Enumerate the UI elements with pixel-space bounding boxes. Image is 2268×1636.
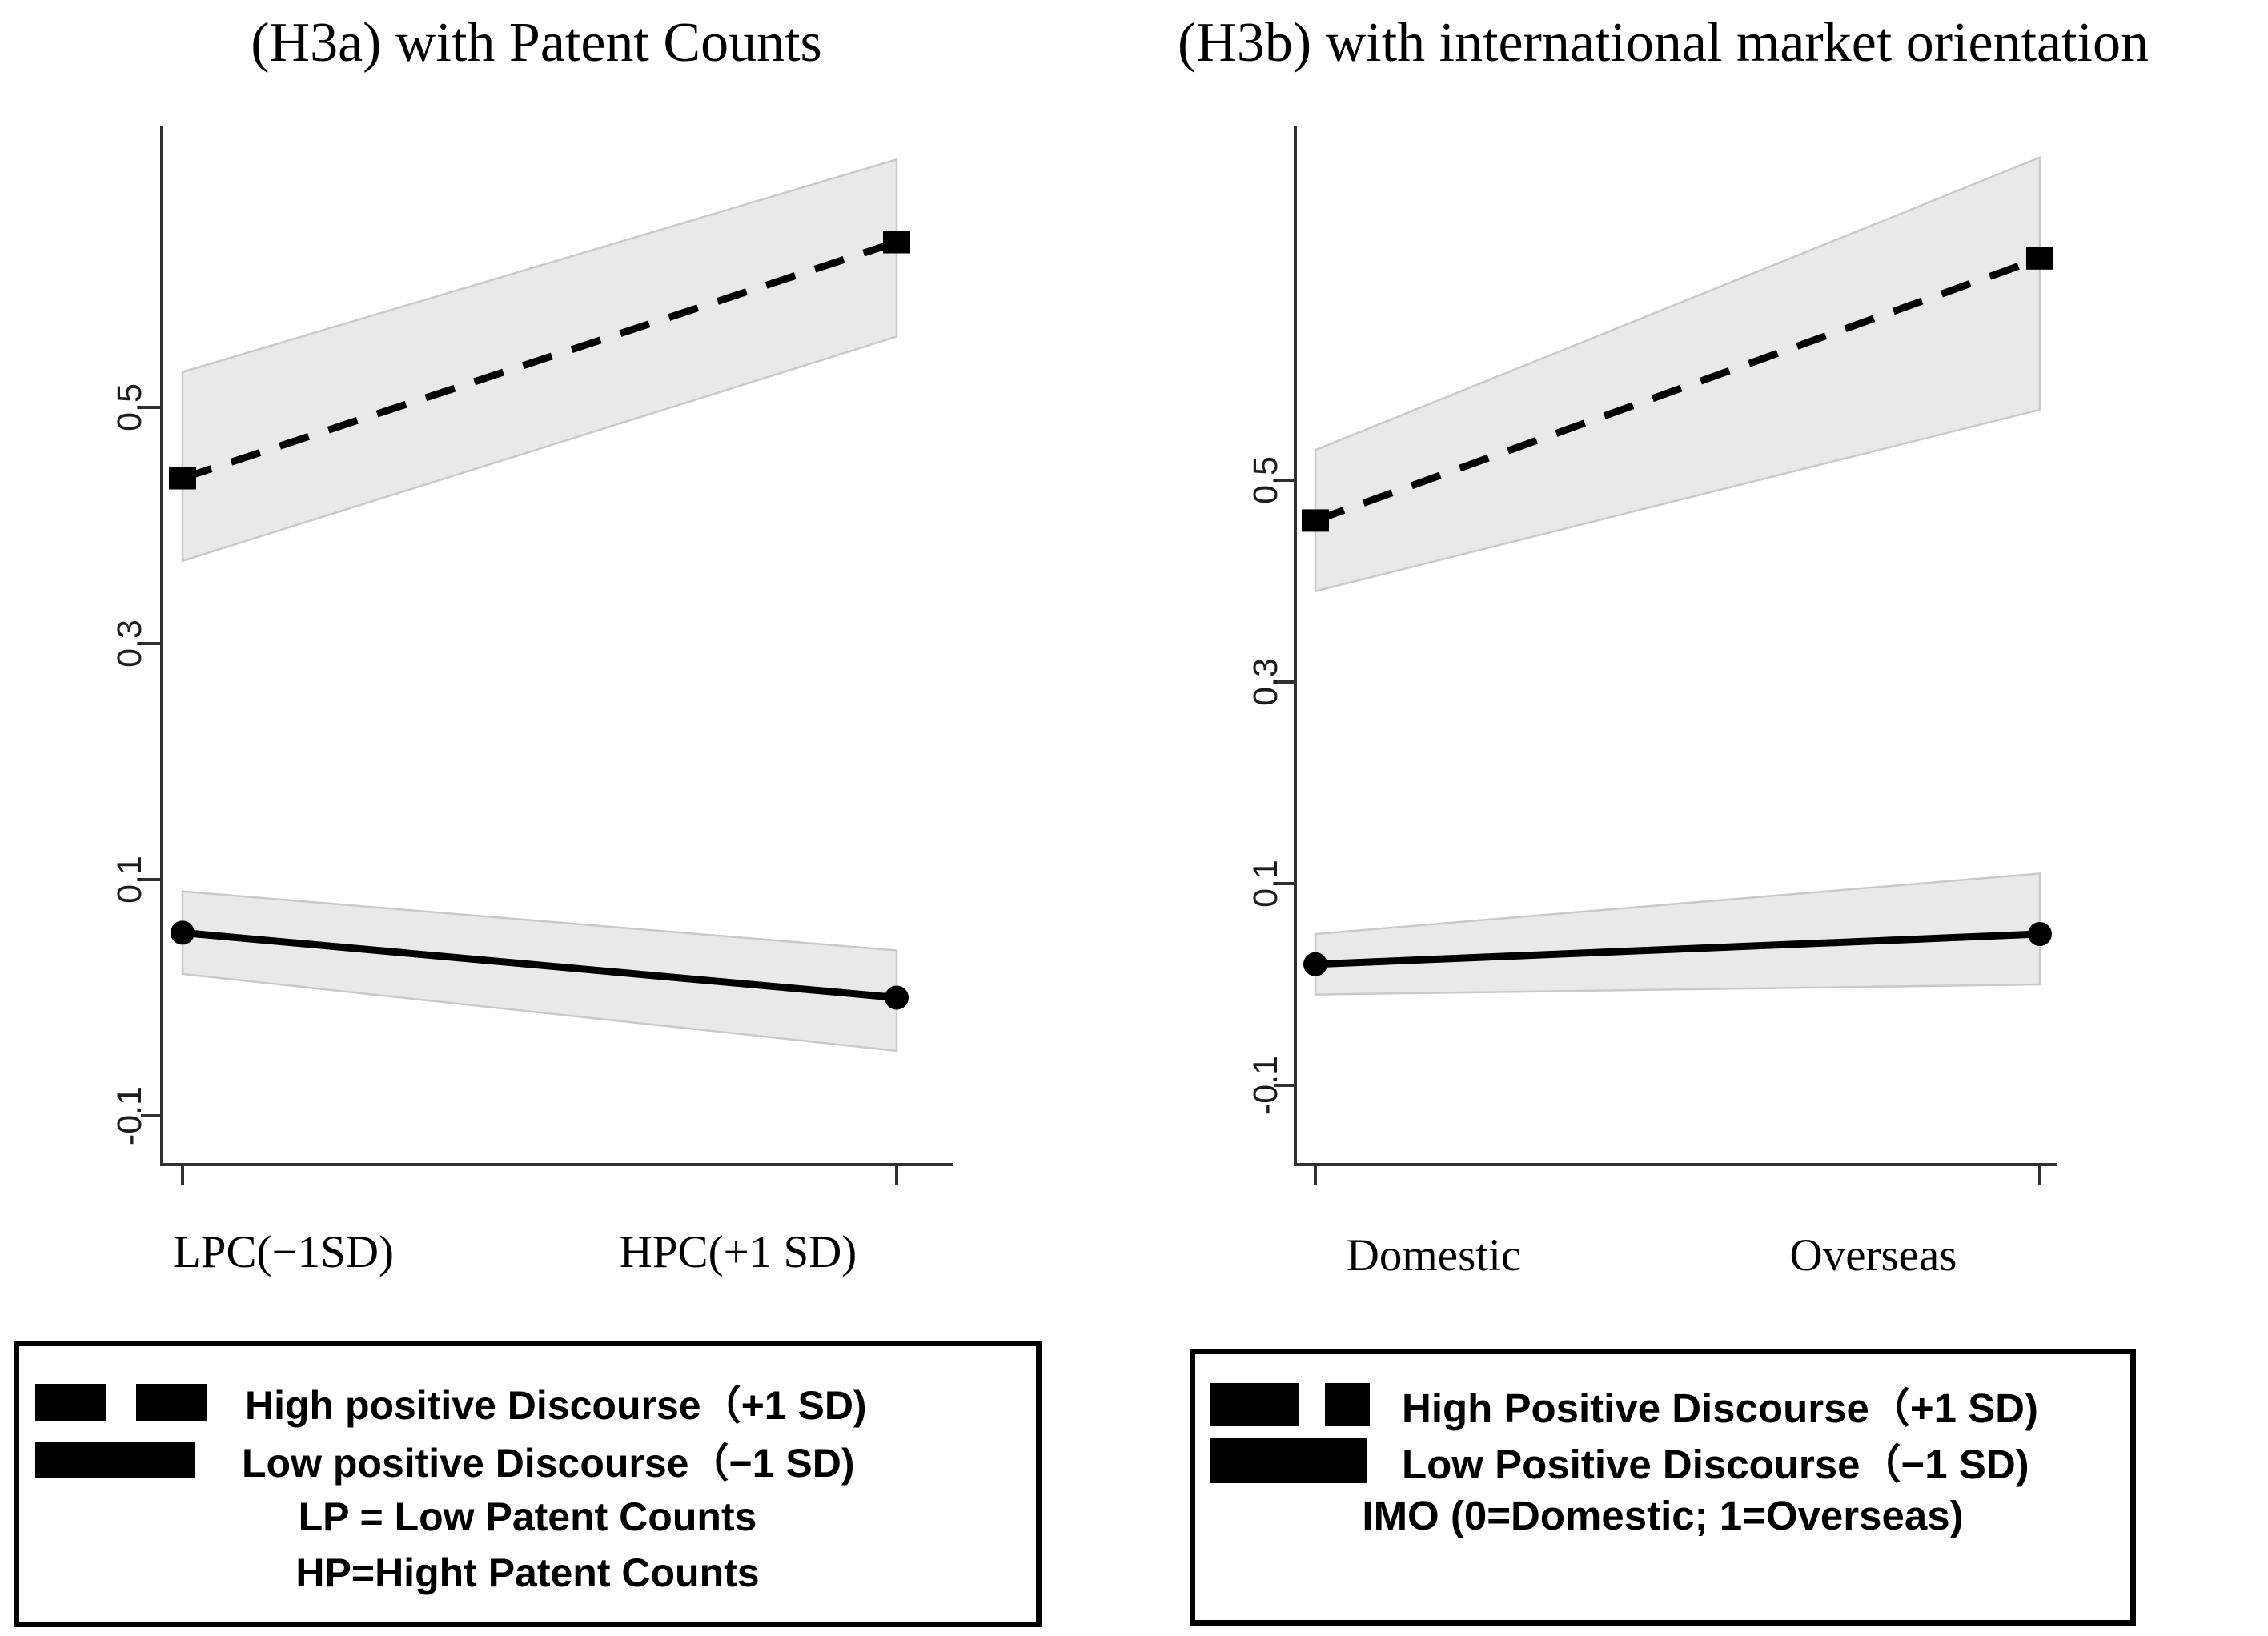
confidence-band bbox=[1314, 155, 2041, 593]
y-axis-tick-label: 0.3 bbox=[110, 620, 149, 668]
solid-segment-icon bbox=[1210, 1438, 1367, 1483]
x-axis-category-label: Domestic bbox=[1346, 1230, 1522, 1281]
square-marker bbox=[2026, 247, 2053, 270]
confidence-band bbox=[181, 890, 898, 1053]
solid-line-swatch bbox=[35, 1442, 203, 1478]
legend-row-low-discourse: Low Positive Discourse（−1 SD) bbox=[1195, 1433, 2130, 1489]
panel-title-h3b: (H3b) with international market orientat… bbox=[1178, 12, 2149, 74]
dash-segment-icon bbox=[1325, 1383, 1370, 1426]
y-axis-tick-label: 0.3 bbox=[1246, 658, 1285, 706]
legend-label-high-discourse: High Positive Discourse（+1 SD) bbox=[1402, 1385, 2038, 1431]
solid-line-swatch bbox=[1210, 1438, 1378, 1483]
dash-segment-icon bbox=[1210, 1383, 1299, 1426]
x-axis-category-label: LPC(−1SD) bbox=[172, 1227, 394, 1277]
solid-segment-icon bbox=[35, 1442, 195, 1478]
circle-marker bbox=[2028, 922, 2052, 946]
dash-segment-icon bbox=[136, 1384, 207, 1421]
square-marker bbox=[883, 231, 910, 254]
circle-marker bbox=[171, 920, 195, 945]
y-axis-tick-label: 0.1 bbox=[1246, 860, 1285, 908]
series-line-low-discourse bbox=[1315, 930, 2041, 968]
square-marker bbox=[1302, 509, 1329, 532]
legend-label-high-discourse: High positive Discourse（+1 SD) bbox=[245, 1383, 867, 1428]
series-line-high-discourse bbox=[1314, 255, 2041, 524]
dash-segment-icon bbox=[35, 1384, 106, 1421]
legend-row-high-discourse: High positive Discourse（+1 SD) bbox=[19, 1373, 1036, 1431]
dashed-line-swatch bbox=[1210, 1383, 1378, 1426]
y-axis-tick-label: -0.1 bbox=[110, 1085, 149, 1146]
legend-box-h3a: High positive Discourse（+1 SD) Low posit… bbox=[14, 1341, 1042, 1627]
legend-label-low-discourse: Low Positive Discourse（−1 SD) bbox=[1402, 1442, 2029, 1487]
y-axis-tick-label: 0.1 bbox=[110, 856, 149, 904]
y-axis-tick-label: 0.5 bbox=[1246, 456, 1285, 504]
legend-label-low-discourse: Low positive Discourse（−1 SD) bbox=[242, 1441, 855, 1486]
y-axis-tick-label: -0.1 bbox=[1246, 1055, 1285, 1116]
dashed-line-swatch bbox=[35, 1384, 207, 1421]
circle-marker bbox=[1303, 952, 1327, 976]
circle-marker bbox=[885, 985, 909, 1010]
square-marker bbox=[169, 467, 196, 490]
confidence-band bbox=[1314, 872, 2041, 996]
x-axis-category-label: Overseas bbox=[1789, 1230, 1957, 1281]
y-axis-tick-label: 0.5 bbox=[110, 383, 149, 431]
legend-note-hp: HP=Hight Patent Counts bbox=[295, 1550, 760, 1595]
legend-box-h3b: High Positive Discourse（+1 SD) Low Posit… bbox=[1190, 1349, 2136, 1626]
legend-note-imo: IMO (0=Domestic; 1=Overseas) bbox=[1362, 1493, 1964, 1538]
series-line-low-discourse bbox=[182, 928, 897, 1001]
x-axis-category-label: HPC(+1 SD) bbox=[619, 1227, 857, 1277]
series-line-high-discourse bbox=[181, 239, 898, 482]
legend-row-high-discourse: High Positive Discourse（+1 SD) bbox=[1195, 1377, 2130, 1433]
legend-row-low-discourse: Low positive Discourse（−1 SD) bbox=[19, 1431, 1036, 1489]
legend-note-lp: LP = Low Patent Counts bbox=[298, 1494, 757, 1539]
panel-title-h3a: (H3a) with Patent Counts bbox=[251, 12, 822, 74]
